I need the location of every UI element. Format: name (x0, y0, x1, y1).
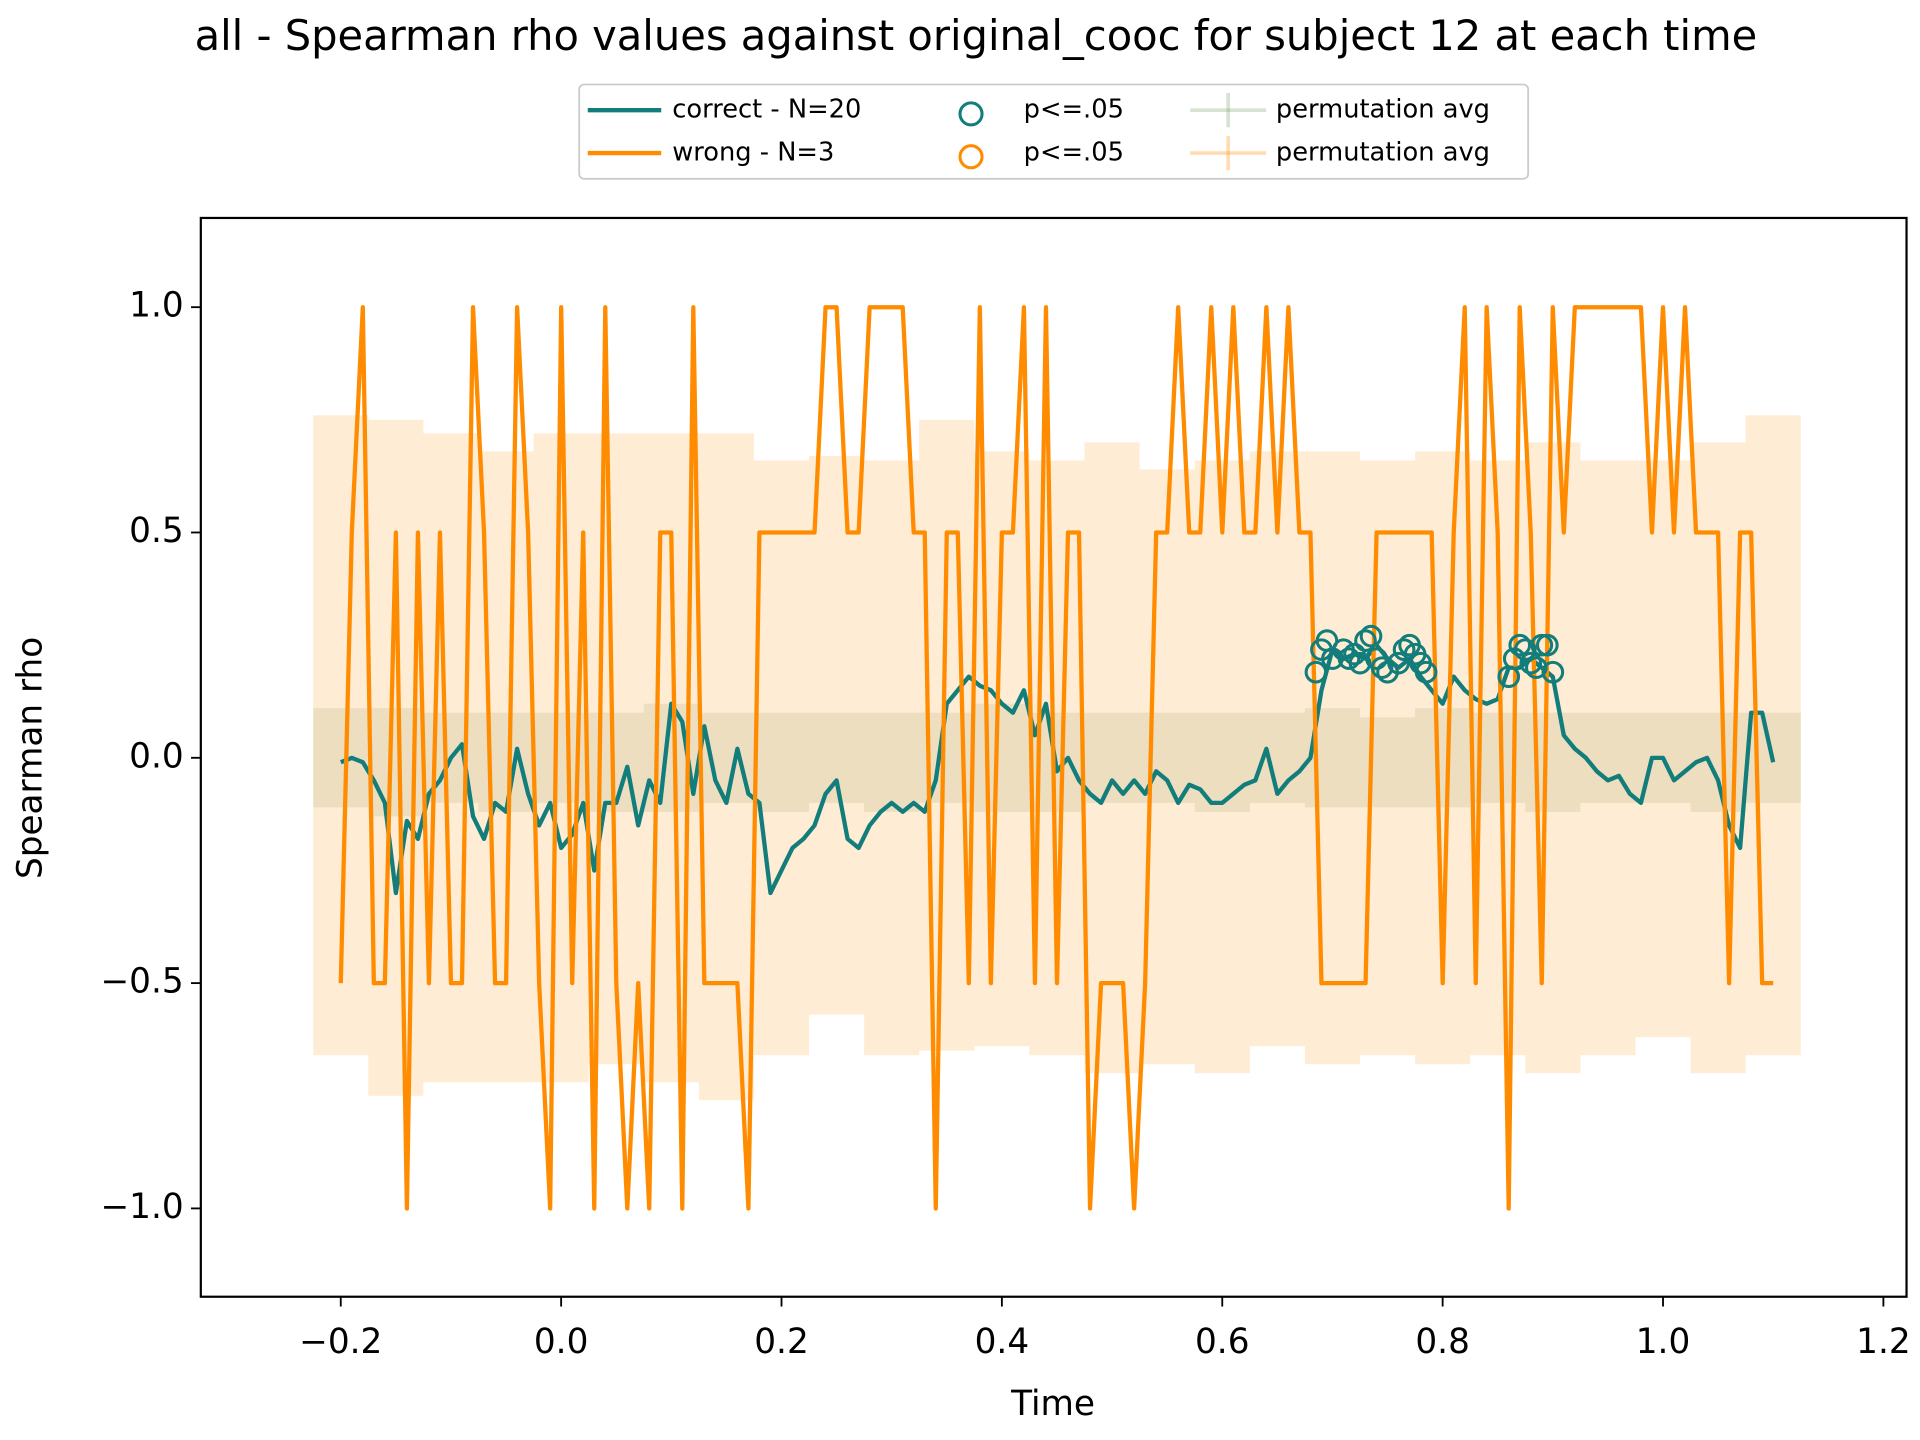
permutation-band (1084, 442, 1140, 1074)
x-tick-label: 0.8 (1415, 1322, 1470, 1362)
legend-label: wrong - N=3 (672, 138, 834, 168)
significance-marker (1524, 656, 1548, 680)
permutation-band (1194, 460, 1250, 1074)
legend-label: permutation avg (1276, 138, 1490, 168)
permutation-band (478, 451, 534, 1083)
permutation-band (753, 712, 810, 812)
significance-marker (1304, 660, 1328, 684)
x-axis-label: Time (1010, 1384, 1095, 1424)
permutation-band (753, 460, 810, 1056)
x-tick-label: 1.2 (1856, 1322, 1911, 1362)
x-tick-label: 0.0 (534, 1322, 589, 1362)
legend-marker (958, 144, 984, 170)
significance-marker (1337, 647, 1361, 670)
permutation-band (864, 460, 920, 1056)
legend-label: p<=.05 (1024, 95, 1124, 125)
legend-label: permutation avg (1276, 95, 1490, 125)
x-tick-label: 1.0 (1636, 1322, 1691, 1362)
significance-marker (1519, 651, 1543, 675)
permutation-band (1139, 469, 1195, 1065)
permutation-band (1359, 460, 1416, 1056)
significance-marker (1541, 660, 1565, 684)
plot-area (313, 305, 1801, 1211)
significance-marker (1392, 638, 1416, 661)
legend-label: p<=.05 (1024, 138, 1124, 168)
permutation-band (698, 433, 754, 1101)
permutation-band (1304, 451, 1360, 1065)
permutation-band (1415, 708, 1471, 808)
chart-title: all - Spearman rho values against origin… (195, 11, 1758, 60)
plot-frame (199, 216, 1908, 1298)
significance-marker (1508, 633, 1532, 657)
y-axis-label: Spearman rho (10, 637, 50, 879)
permutation-band (1745, 415, 1801, 1056)
y-tick-label: −1.0 (100, 1187, 183, 1227)
x-tick-label: −0.2 (299, 1322, 382, 1362)
permutation-band (1525, 442, 1581, 1074)
significance-marker (1354, 629, 1377, 652)
permutation-band (1249, 451, 1305, 1047)
permutation-band (864, 712, 920, 812)
permutation-band (809, 455, 865, 1015)
legend-marker (958, 101, 984, 127)
significance-marker (1414, 660, 1438, 684)
y-tick-label: 0.5 (129, 511, 183, 551)
x-tick-label: 0.2 (754, 1322, 809, 1362)
legend-box (578, 83, 1530, 180)
significance-marker (1348, 651, 1372, 675)
y-tick-label: 1.0 (129, 286, 183, 326)
data-line (338, 305, 1774, 1211)
y-tick-label: 0.0 (129, 736, 183, 776)
significance-marker (1513, 638, 1537, 661)
x-tick-label: 0.6 (1195, 1322, 1250, 1362)
y-tick-label: −0.5 (100, 962, 183, 1002)
permutation-band (533, 433, 589, 1083)
permutation-band (313, 708, 369, 808)
permutation-band (1580, 460, 1636, 1056)
permutation-band (974, 703, 1030, 812)
significance-marker (1359, 624, 1383, 648)
permutation-band (1635, 460, 1691, 1038)
significance-marker (1370, 656, 1394, 680)
significance-marker (1535, 633, 1559, 657)
x-tick-label: 0.4 (975, 1322, 1030, 1362)
legend-label: correct - N=20 (672, 95, 861, 125)
